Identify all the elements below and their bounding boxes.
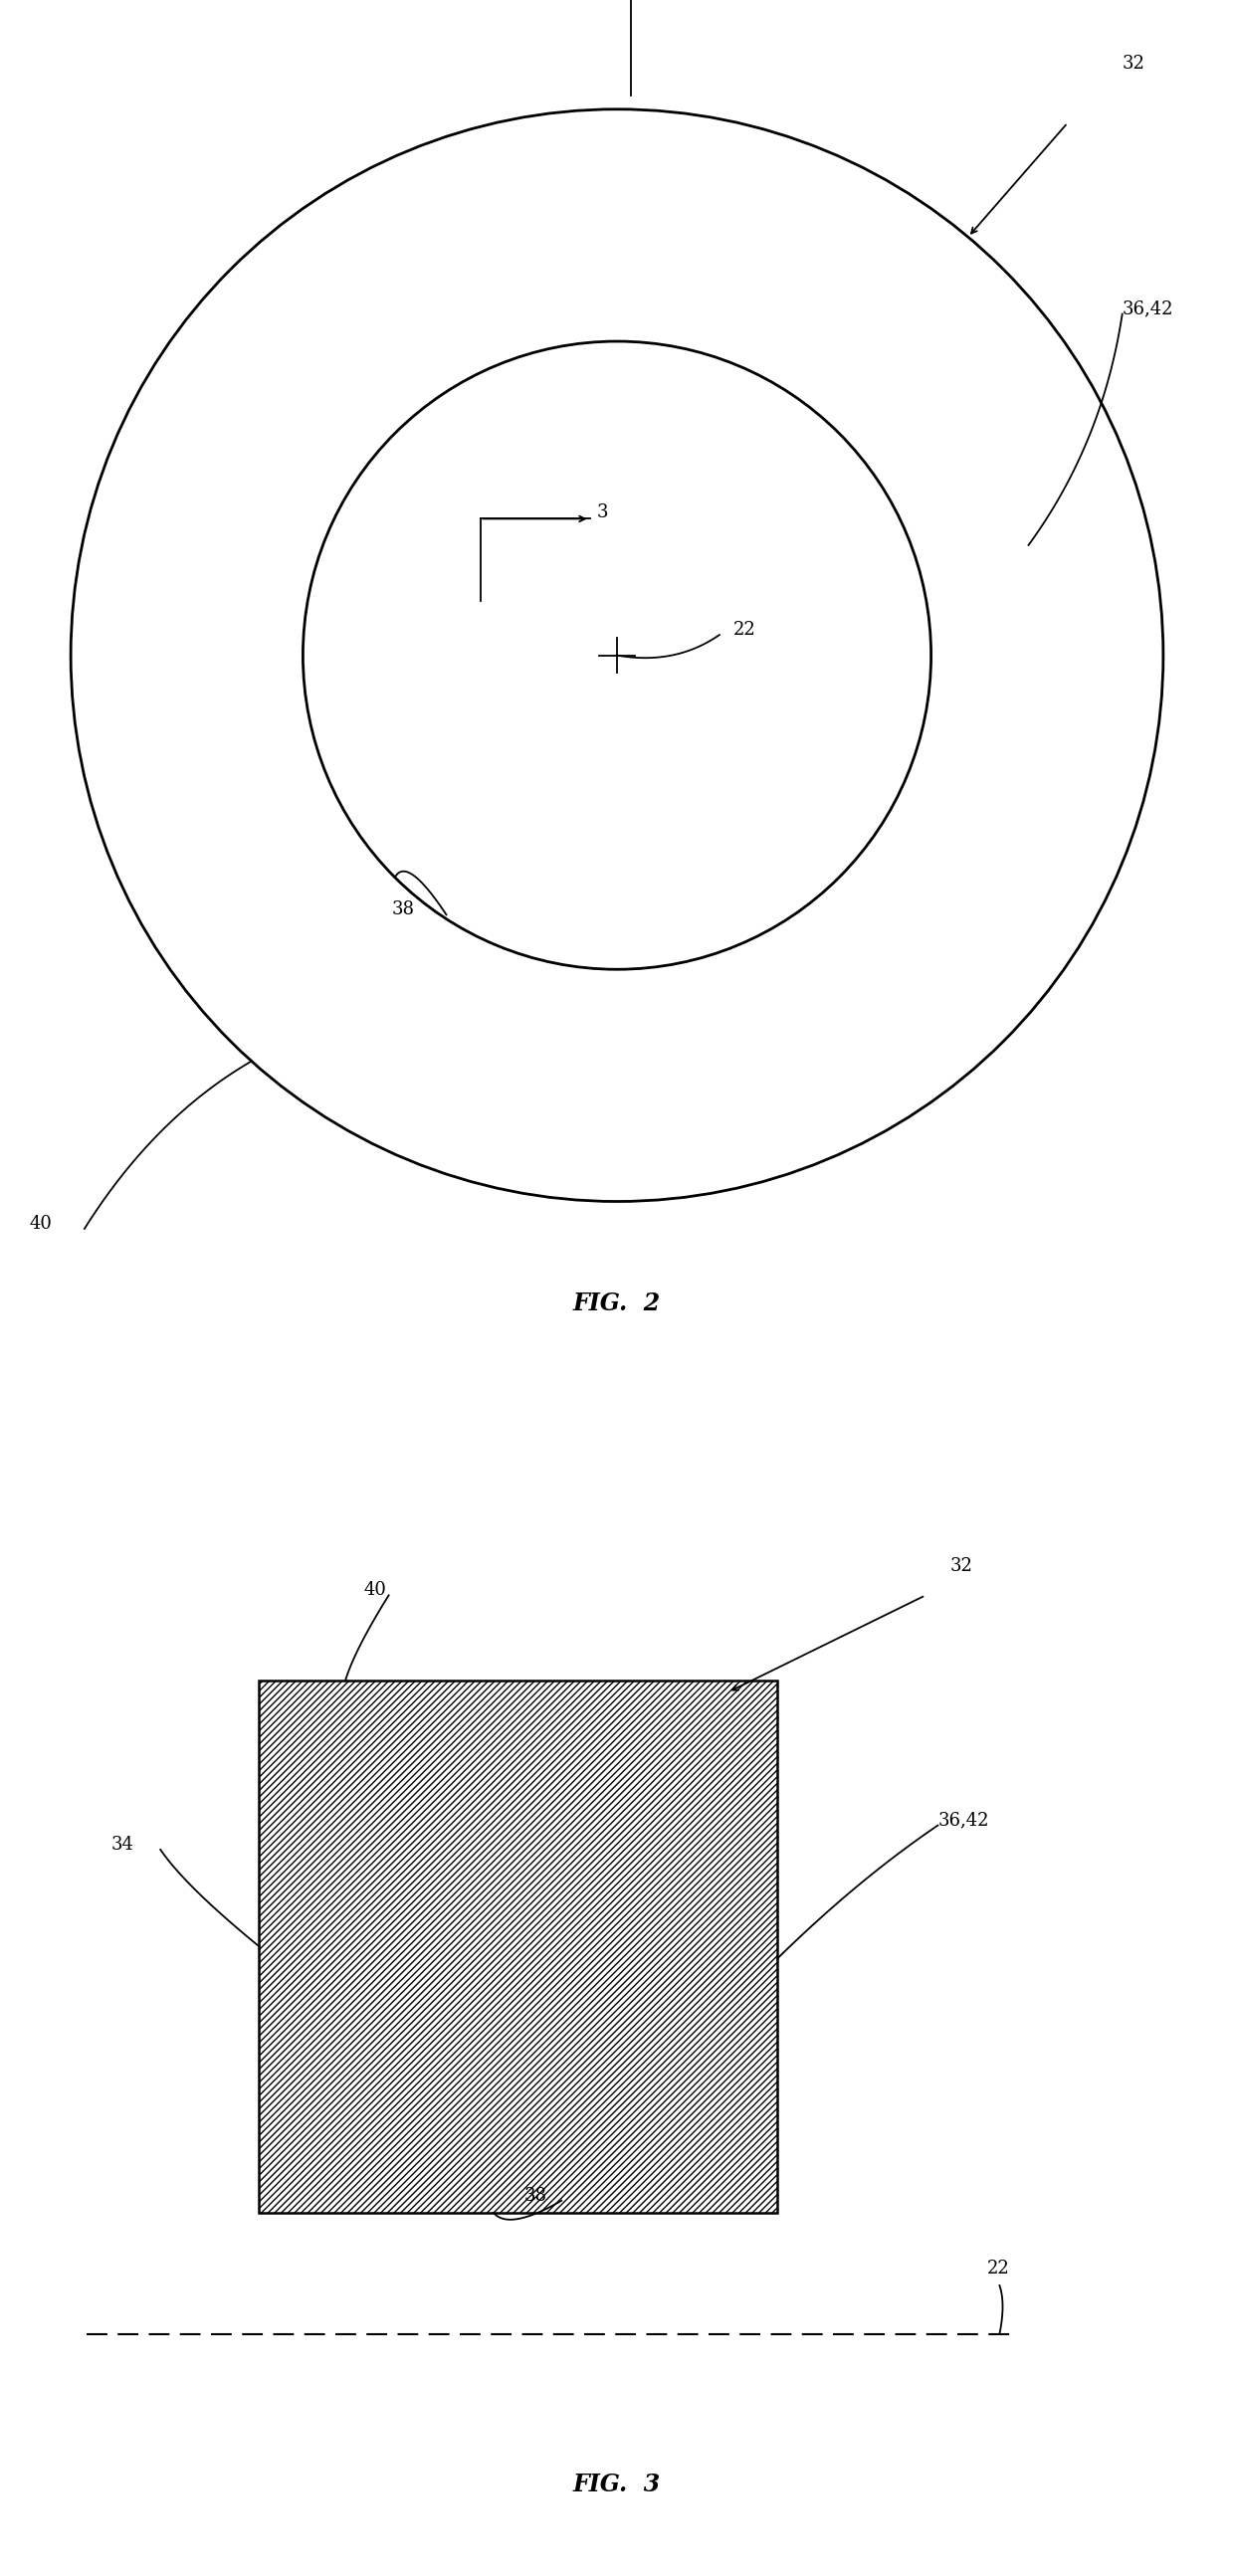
Text: 38: 38 bbox=[391, 902, 415, 920]
Text: 36,42: 36,42 bbox=[938, 1811, 990, 1829]
Text: 32: 32 bbox=[950, 1556, 972, 1574]
Text: 3: 3 bbox=[596, 502, 608, 520]
Text: 40: 40 bbox=[30, 1216, 53, 1234]
Text: FIG.  2: FIG. 2 bbox=[573, 1291, 661, 1316]
Text: FIG.  3: FIG. 3 bbox=[573, 2473, 661, 2496]
Text: 22: 22 bbox=[733, 621, 755, 639]
Bar bbox=[259, 1680, 777, 2213]
Text: 34: 34 bbox=[111, 1837, 133, 1855]
Text: 32: 32 bbox=[1122, 54, 1145, 72]
Text: 38: 38 bbox=[524, 2187, 548, 2205]
Text: 40: 40 bbox=[364, 1582, 386, 1600]
Text: 22: 22 bbox=[987, 2259, 1009, 2277]
Text: 36,42: 36,42 bbox=[1122, 299, 1174, 317]
